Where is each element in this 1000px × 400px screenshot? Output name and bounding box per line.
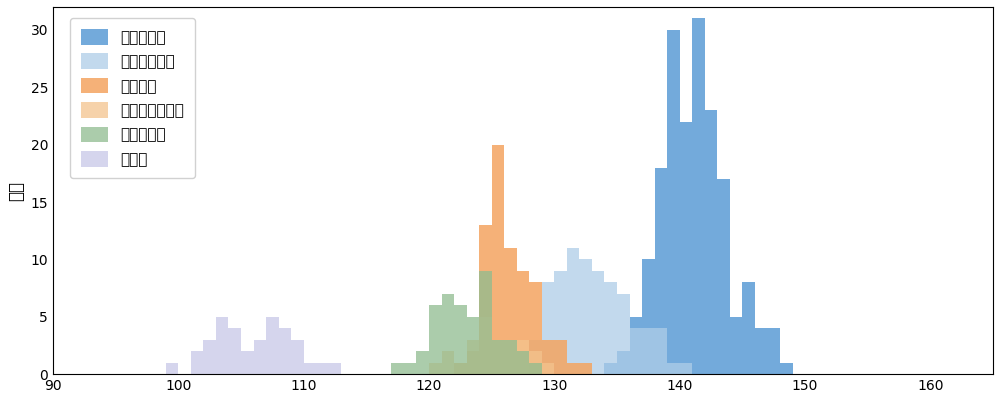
Bar: [517, 271, 529, 374]
Bar: [529, 282, 542, 374]
Bar: [291, 340, 304, 374]
Bar: [228, 328, 241, 374]
Bar: [467, 340, 479, 374]
Bar: [542, 363, 554, 374]
Bar: [630, 328, 642, 374]
Bar: [279, 328, 291, 374]
Bar: [404, 363, 416, 374]
Y-axis label: 球数: 球数: [7, 180, 25, 200]
Bar: [529, 363, 542, 374]
Bar: [579, 363, 592, 374]
Bar: [203, 340, 216, 374]
Bar: [717, 179, 730, 374]
Bar: [730, 317, 742, 374]
Bar: [316, 363, 329, 374]
Bar: [416, 351, 429, 374]
Bar: [742, 282, 755, 374]
Bar: [567, 363, 579, 374]
Bar: [454, 305, 467, 374]
Legend: ストレート, カットボール, フォーク, チェンジアップ, スライダー, カーブ: ストレート, カットボール, フォーク, チェンジアップ, スライダー, カーブ: [70, 18, 195, 178]
Bar: [680, 122, 692, 374]
Bar: [429, 363, 442, 374]
Bar: [655, 328, 667, 374]
Bar: [304, 363, 316, 374]
Bar: [391, 363, 404, 374]
Bar: [492, 340, 504, 374]
Bar: [529, 351, 542, 374]
Bar: [429, 305, 442, 374]
Bar: [604, 282, 617, 374]
Bar: [442, 351, 454, 374]
Bar: [655, 168, 667, 374]
Bar: [266, 317, 279, 374]
Bar: [667, 363, 680, 374]
Bar: [755, 328, 767, 374]
Bar: [467, 351, 479, 374]
Bar: [254, 340, 266, 374]
Bar: [692, 18, 705, 374]
Bar: [241, 351, 254, 374]
Bar: [492, 145, 504, 374]
Bar: [467, 317, 479, 374]
Bar: [604, 363, 617, 374]
Bar: [191, 351, 203, 374]
Bar: [567, 248, 579, 374]
Bar: [504, 340, 517, 374]
Bar: [617, 294, 630, 374]
Bar: [479, 225, 492, 374]
Bar: [479, 317, 492, 374]
Bar: [216, 317, 228, 374]
Bar: [767, 328, 780, 374]
Bar: [780, 363, 793, 374]
Bar: [517, 351, 529, 374]
Bar: [529, 340, 542, 374]
Bar: [579, 260, 592, 374]
Bar: [479, 271, 492, 374]
Bar: [504, 248, 517, 374]
Bar: [554, 271, 567, 374]
Bar: [542, 282, 554, 374]
Bar: [630, 317, 642, 374]
Bar: [492, 340, 504, 374]
Bar: [592, 271, 604, 374]
Bar: [166, 363, 178, 374]
Bar: [705, 110, 717, 374]
Bar: [554, 340, 567, 374]
Bar: [442, 294, 454, 374]
Bar: [454, 363, 467, 374]
Bar: [504, 340, 517, 374]
Bar: [617, 351, 630, 374]
Bar: [667, 30, 680, 374]
Bar: [680, 363, 692, 374]
Bar: [542, 340, 554, 374]
Bar: [642, 260, 655, 374]
Bar: [454, 363, 467, 374]
Bar: [642, 328, 655, 374]
Bar: [329, 363, 341, 374]
Bar: [517, 340, 529, 374]
